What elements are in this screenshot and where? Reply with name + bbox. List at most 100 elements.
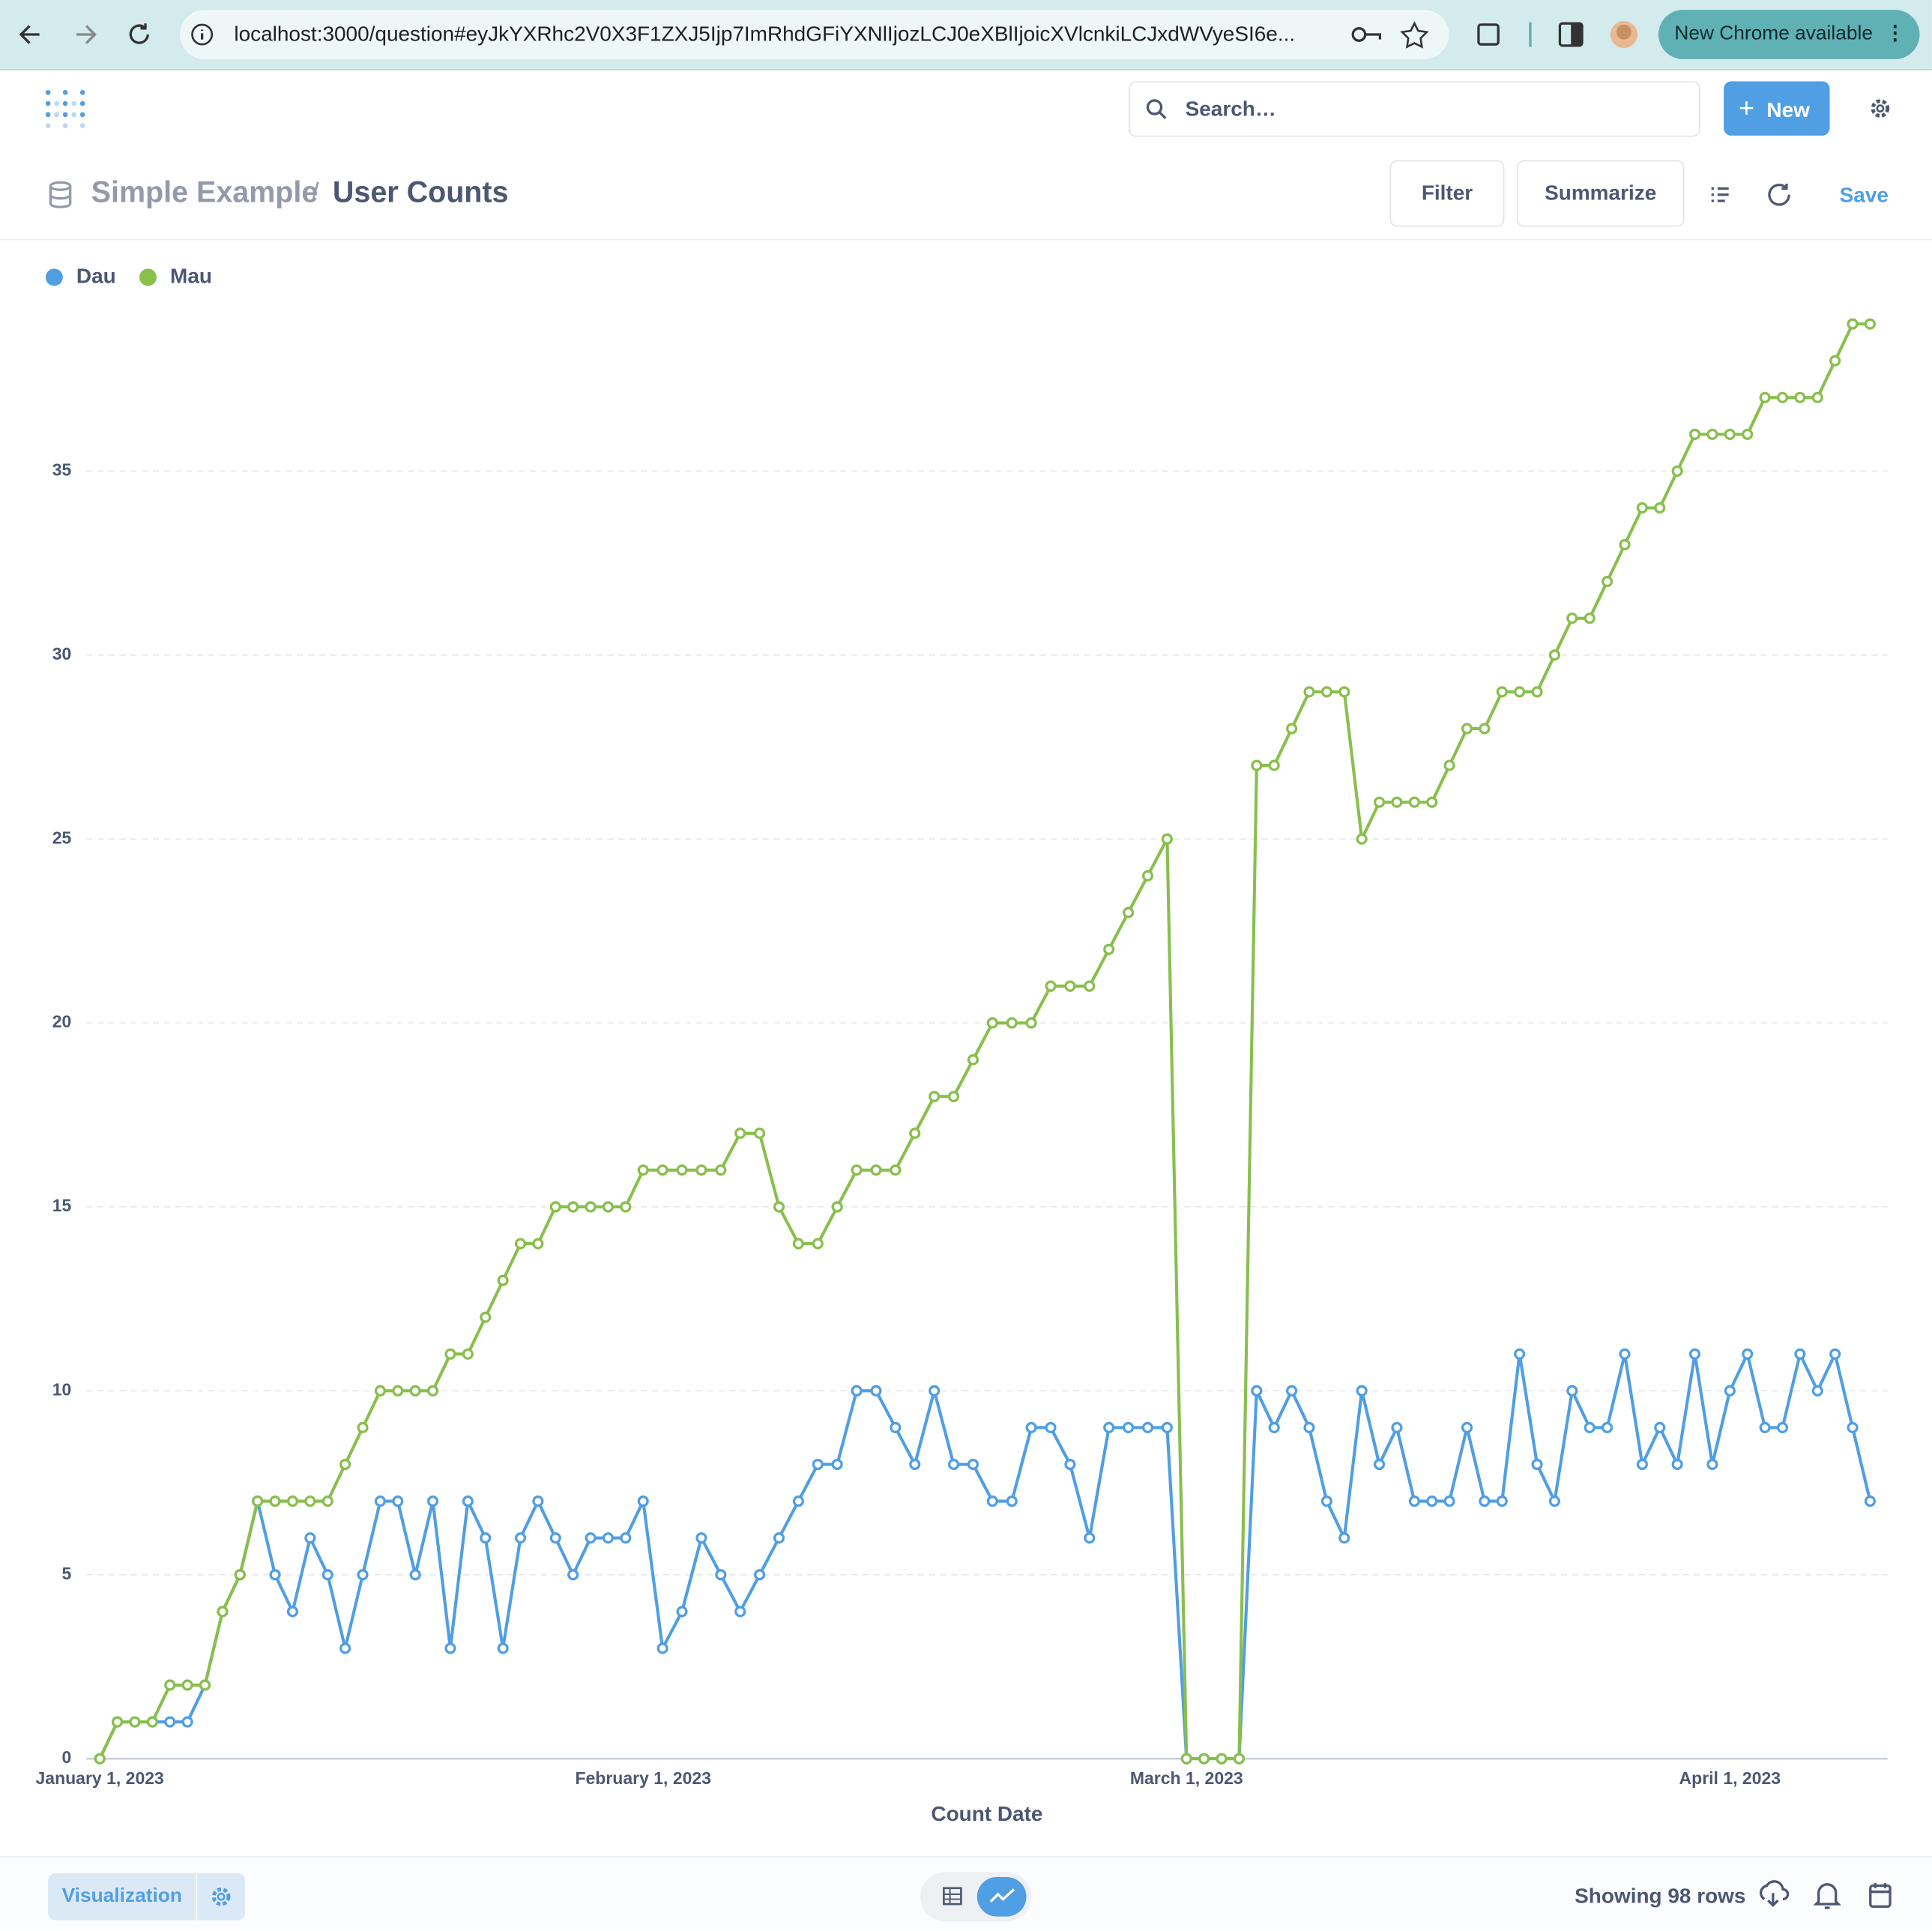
y-tick-label: 15 bbox=[52, 1196, 72, 1215]
data-point bbox=[304, 1532, 316, 1544]
save-button[interactable]: Save bbox=[1839, 183, 1889, 208]
data-point bbox=[1233, 1753, 1245, 1765]
y-tick-label: 30 bbox=[52, 644, 72, 663]
data-point bbox=[1303, 1421, 1315, 1434]
data-point bbox=[1724, 428, 1736, 440]
data-point bbox=[1198, 1753, 1210, 1765]
data-point bbox=[567, 1201, 579, 1213]
update-text: New Chrome available bbox=[1674, 23, 1873, 45]
data-point bbox=[1356, 1385, 1368, 1397]
data-point bbox=[812, 1458, 824, 1471]
data-point bbox=[1045, 980, 1057, 992]
data-point bbox=[322, 1569, 333, 1581]
data-point bbox=[1706, 1458, 1718, 1471]
breadcrumb-collection[interactable]: Simple Example bbox=[91, 176, 319, 210]
y-tick-label: 25 bbox=[52, 828, 72, 847]
url-icons bbox=[1351, 21, 1429, 49]
data-point bbox=[1566, 1385, 1578, 1397]
data-point bbox=[676, 1164, 688, 1176]
data-point bbox=[1619, 1348, 1631, 1360]
logo[interactable] bbox=[44, 88, 86, 130]
data-point bbox=[1688, 1348, 1701, 1360]
data-point bbox=[1025, 1017, 1037, 1029]
data-point bbox=[1216, 1753, 1228, 1765]
new-button[interactable]: + New bbox=[1724, 81, 1830, 136]
legend-dot bbox=[45, 268, 63, 286]
toggle-icons[interactable] bbox=[920, 1872, 1031, 1921]
data-point bbox=[890, 1421, 902, 1434]
search-box[interactable]: Search… bbox=[1128, 81, 1700, 137]
gear-icon bbox=[211, 1887, 231, 1906]
data-point bbox=[357, 1569, 369, 1581]
url-text: localhost:3000/question#eyJkYXRhc2V0X3F1… bbox=[234, 22, 1296, 46]
data-point bbox=[514, 1238, 527, 1250]
y-tick-label: 0 bbox=[62, 1747, 72, 1767]
x-tick-label: April 1, 2023 bbox=[1679, 1768, 1781, 1788]
data-point bbox=[773, 1532, 785, 1544]
data-point bbox=[1084, 980, 1096, 992]
data-point bbox=[620, 1532, 632, 1544]
series-line bbox=[98, 1352, 1872, 1761]
data-point bbox=[1794, 391, 1806, 403]
data-point bbox=[967, 1054, 979, 1066]
data-point bbox=[585, 1201, 597, 1213]
data-point bbox=[715, 1164, 727, 1176]
data-point bbox=[1045, 1421, 1057, 1434]
data-point bbox=[967, 1458, 979, 1471]
app-header: Search… + New Simple Example / User Count… bbox=[0, 70, 1932, 241]
data-point bbox=[1251, 1385, 1263, 1397]
data-point bbox=[986, 1017, 998, 1029]
visualization-button[interactable]: Visualization bbox=[48, 1873, 196, 1921]
data-point bbox=[111, 1716, 124, 1728]
filter-button[interactable]: Filter bbox=[1389, 160, 1505, 227]
data-point bbox=[1006, 1017, 1018, 1029]
data-point bbox=[1084, 1532, 1096, 1544]
data-point bbox=[1742, 428, 1754, 440]
data-point bbox=[812, 1238, 824, 1250]
data-point bbox=[1847, 318, 1859, 330]
settings-icon[interactable] bbox=[1868, 96, 1892, 121]
data-point bbox=[426, 1495, 439, 1507]
summarize-button[interactable]: Summarize bbox=[1516, 160, 1685, 227]
footer-icons[interactable] bbox=[1757, 1879, 1900, 1912]
browser-bar: localhost:3000/question#eyJkYXRhc2V0X3F1… bbox=[0, 0, 1932, 70]
data-point bbox=[234, 1569, 246, 1581]
data-point bbox=[514, 1532, 527, 1544]
data-point bbox=[870, 1164, 882, 1176]
data-point bbox=[947, 1458, 960, 1471]
data-point bbox=[1811, 1385, 1823, 1397]
data-point bbox=[462, 1348, 474, 1360]
footer: Visualization Showing 98 rows bbox=[0, 1856, 1932, 1930]
data-point bbox=[1759, 1421, 1771, 1434]
action-icons[interactable] bbox=[1708, 181, 1794, 208]
data-point bbox=[1251, 759, 1263, 771]
data-point bbox=[444, 1348, 456, 1360]
address-bar[interactable]: localhost:3000/question#eyJkYXRhc2V0X3F1… bbox=[180, 10, 1449, 59]
data-point bbox=[1161, 1421, 1173, 1434]
data-point bbox=[1584, 612, 1596, 624]
viz-settings-button[interactable] bbox=[197, 1873, 246, 1921]
data-point bbox=[1268, 1421, 1280, 1434]
data-point bbox=[986, 1495, 998, 1507]
data-point bbox=[1338, 1532, 1350, 1544]
data-point bbox=[1286, 723, 1298, 735]
data-point bbox=[754, 1569, 766, 1581]
question-title[interactable]: User Counts bbox=[332, 176, 509, 210]
info-icon bbox=[191, 23, 214, 46]
row-count: Showing 98 rows bbox=[1575, 1884, 1746, 1909]
data-point bbox=[409, 1385, 421, 1397]
data-point bbox=[1303, 686, 1315, 698]
data-point bbox=[1514, 686, 1526, 698]
data-point bbox=[392, 1495, 404, 1507]
data-point bbox=[1391, 1421, 1403, 1434]
data-point bbox=[339, 1642, 351, 1654]
update-button[interactable]: New Chrome available ⋮ bbox=[1658, 10, 1920, 59]
data-point bbox=[909, 1458, 921, 1471]
toolbar-icons bbox=[1477, 20, 1638, 49]
data-point bbox=[1161, 833, 1173, 845]
data-point bbox=[1025, 1421, 1037, 1434]
data-point bbox=[1602, 576, 1613, 588]
data-point bbox=[1706, 428, 1718, 440]
data-point bbox=[1268, 759, 1280, 771]
data-point bbox=[1338, 686, 1350, 698]
